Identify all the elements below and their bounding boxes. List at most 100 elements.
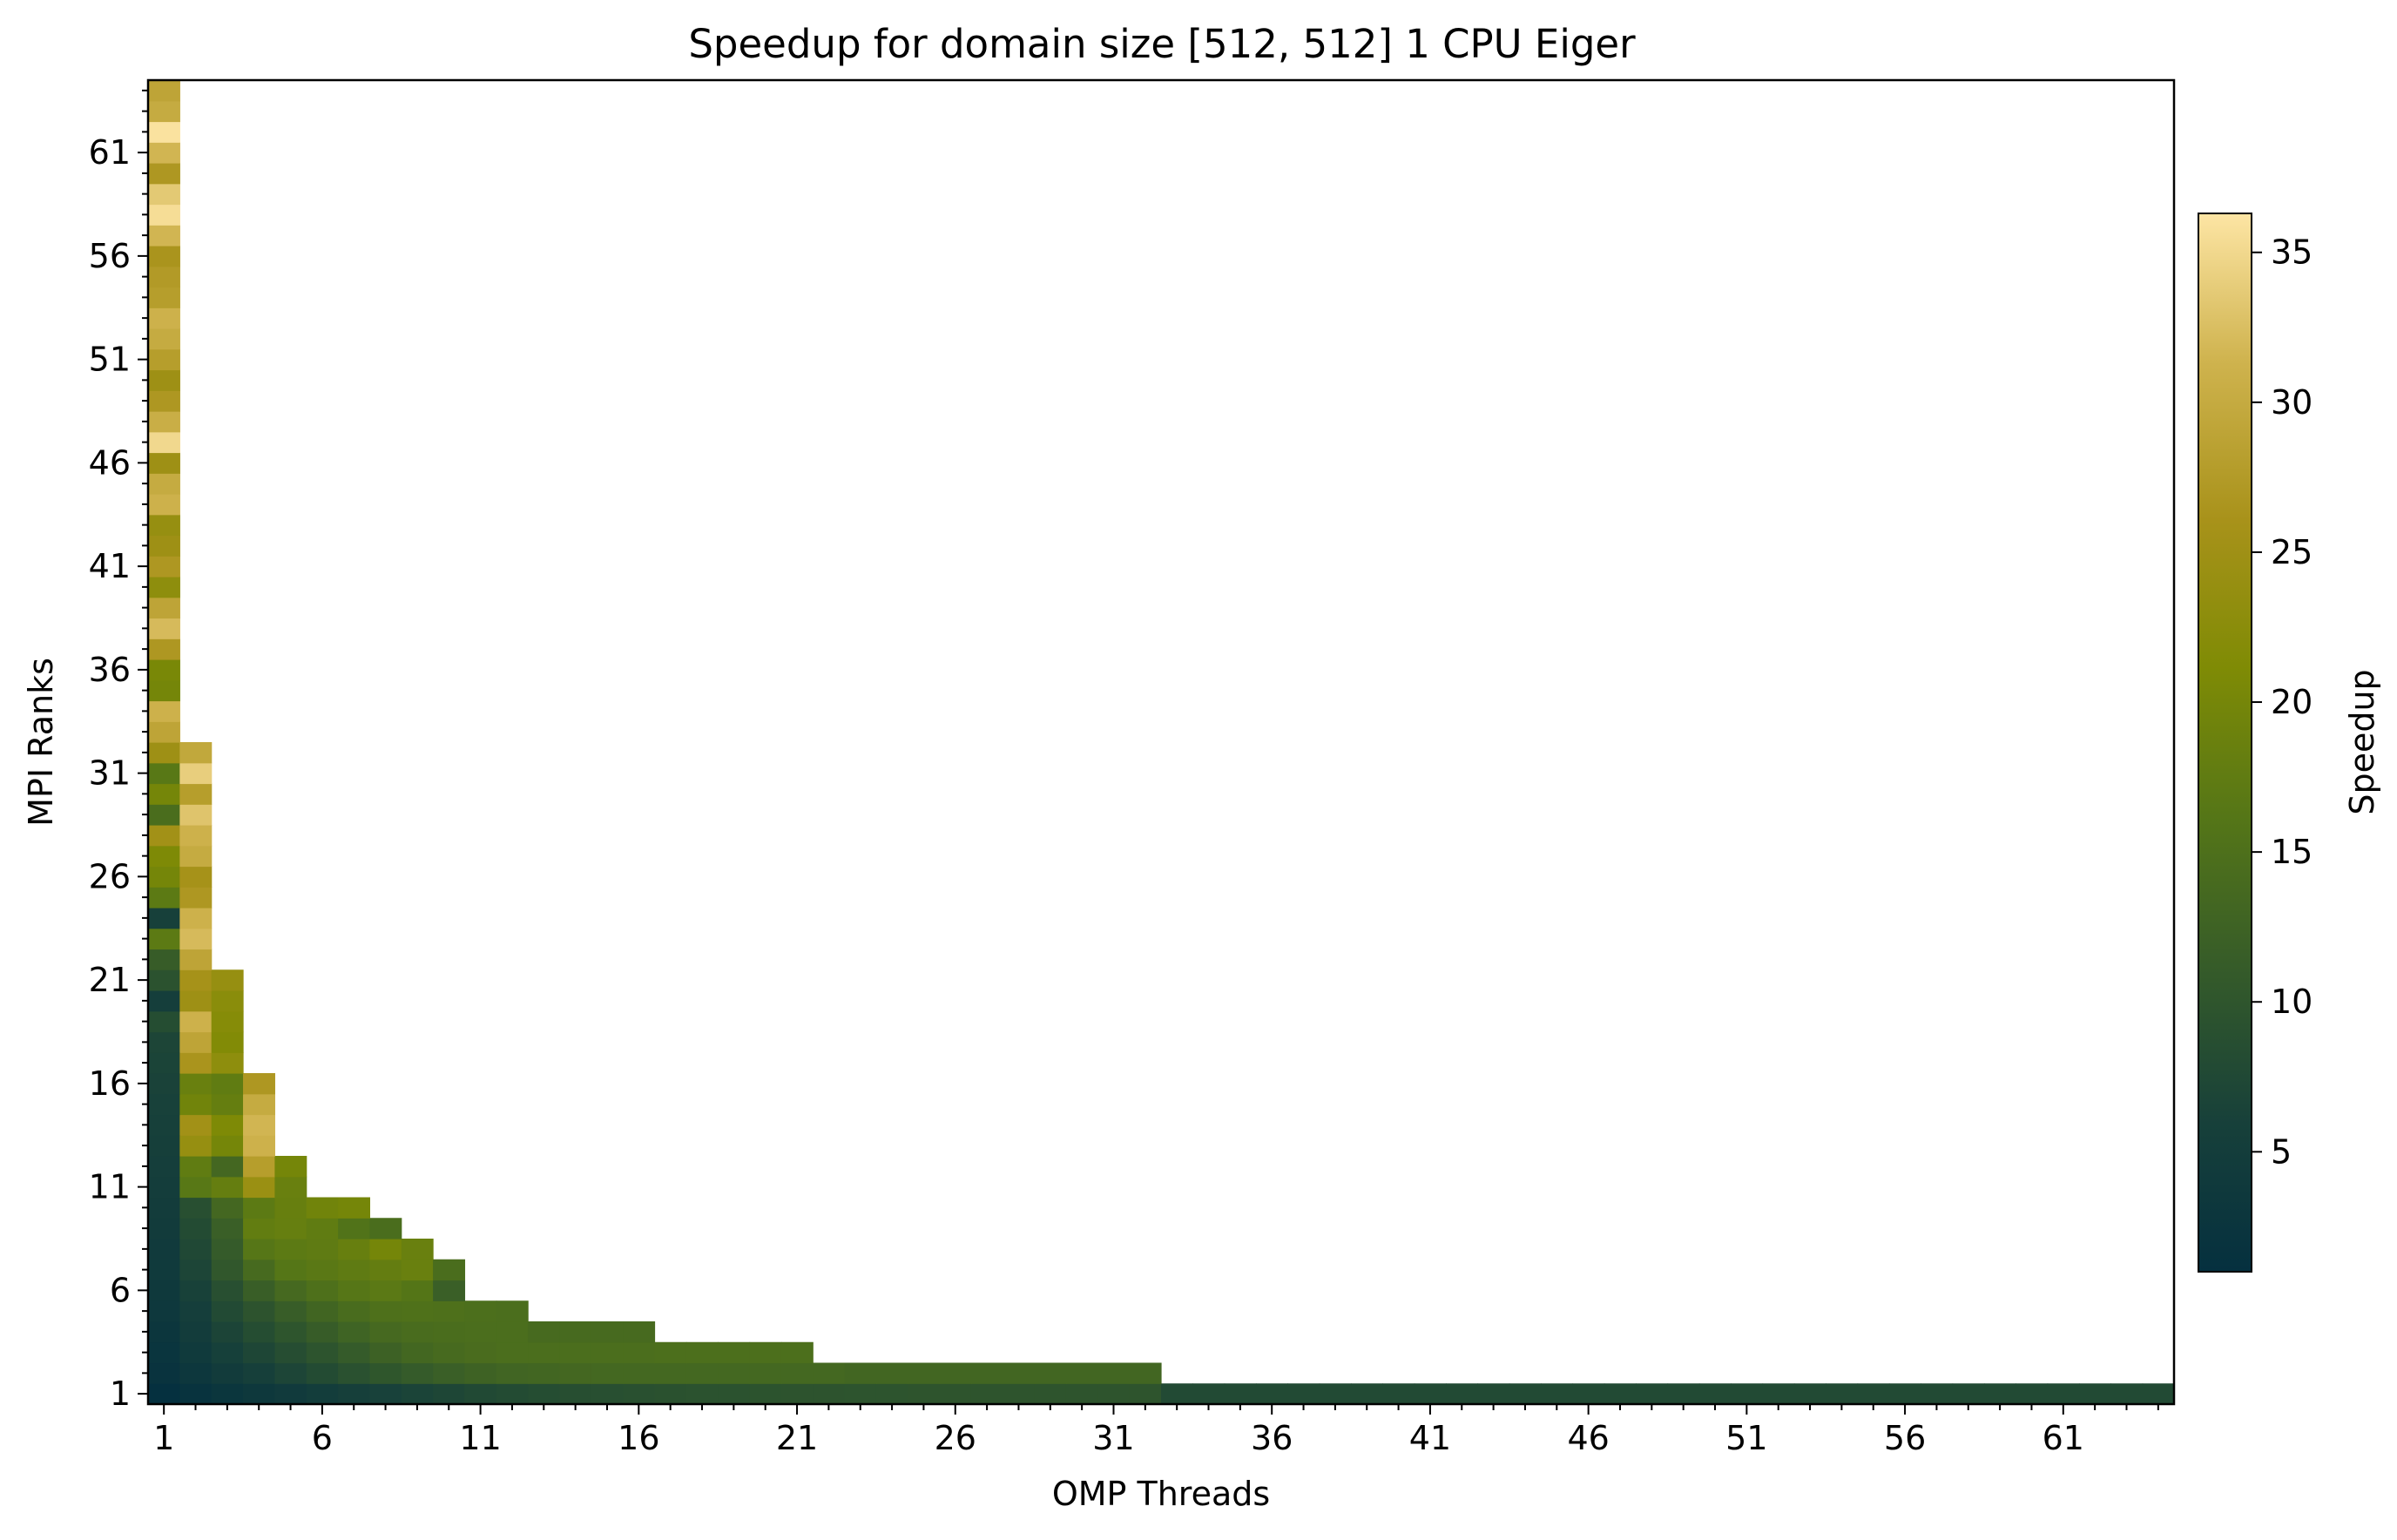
heatmap-cell bbox=[1097, 1383, 1131, 1405]
heatmap-cell bbox=[148, 1093, 180, 1116]
heatmap-cell bbox=[2110, 1383, 2144, 1405]
heatmap-cell bbox=[179, 866, 213, 888]
heatmap-cell bbox=[148, 597, 180, 619]
heatmap-cell bbox=[369, 1383, 402, 1405]
heatmap-cell bbox=[211, 1176, 244, 1199]
heatmap-cell bbox=[1921, 1383, 1954, 1405]
heatmap-cell bbox=[464, 1383, 497, 1405]
heatmap-cell bbox=[211, 1259, 244, 1281]
heatmap-cell bbox=[1636, 1383, 1669, 1405]
heatmap-cell bbox=[1034, 1362, 1067, 1384]
heatmap-cell bbox=[179, 1156, 213, 1178]
heatmap-cell bbox=[401, 1362, 434, 1384]
y-tick-label: 11 bbox=[89, 1168, 131, 1206]
heatmap-cell bbox=[401, 1321, 434, 1343]
heatmap-cell bbox=[274, 1383, 307, 1405]
heatmap-cell bbox=[148, 369, 180, 391]
heatmap-cell bbox=[591, 1383, 624, 1405]
y-tick-label: 1 bbox=[110, 1375, 131, 1413]
heatmap-cell bbox=[179, 1383, 213, 1405]
x-tick-label: 46 bbox=[1567, 1419, 1609, 1457]
heatmap-cell bbox=[148, 949, 180, 970]
heatmap-cell bbox=[306, 1383, 339, 1405]
heatmap-cell bbox=[179, 1093, 213, 1116]
heatmap-cell bbox=[148, 1259, 180, 1281]
y-tick-label: 36 bbox=[89, 651, 131, 689]
heatmap-cell bbox=[401, 1341, 434, 1364]
heatmap-cell bbox=[496, 1362, 529, 1384]
heatmap-cell bbox=[844, 1383, 877, 1405]
heatmap-cell bbox=[179, 1052, 213, 1074]
x-axis-label: OMP Threads bbox=[1052, 1475, 1270, 1513]
heatmap-cell bbox=[369, 1280, 402, 1301]
heatmap-cell bbox=[274, 1280, 307, 1301]
heatmap-cell bbox=[1446, 1383, 1479, 1405]
heatmap-cell bbox=[1826, 1383, 1859, 1405]
heatmap-cell bbox=[306, 1280, 339, 1301]
heatmap-cell bbox=[306, 1341, 339, 1364]
x-tick-label: 6 bbox=[312, 1419, 333, 1457]
heatmap-cell bbox=[148, 452, 180, 474]
heatmap-cell bbox=[528, 1321, 561, 1343]
colorbar-tick-label: 20 bbox=[2271, 683, 2313, 721]
heatmap-cell bbox=[433, 1300, 466, 1322]
heatmap-cell bbox=[179, 1362, 213, 1384]
heatmap-cell bbox=[338, 1341, 370, 1364]
heatmap-cell bbox=[148, 514, 180, 537]
heatmap-cell bbox=[306, 1259, 339, 1281]
heatmap-cell bbox=[243, 1341, 275, 1364]
y-tick-label: 41 bbox=[89, 547, 131, 585]
heatmap-cell bbox=[211, 1010, 244, 1033]
heatmap-cell bbox=[148, 762, 180, 785]
heatmap-cell bbox=[496, 1341, 529, 1364]
heatmap-cell bbox=[211, 1031, 244, 1053]
heatmap-cell bbox=[148, 328, 180, 350]
heatmap-cell bbox=[1888, 1383, 1921, 1405]
heatmap-cell bbox=[970, 1383, 1003, 1405]
heatmap-cell bbox=[148, 163, 180, 185]
heatmap-cell bbox=[179, 1010, 213, 1033]
heatmap-cell bbox=[148, 742, 180, 764]
heatmap-cell bbox=[148, 990, 180, 1012]
heatmap-cell bbox=[875, 1362, 908, 1384]
heatmap-cell bbox=[1351, 1383, 1383, 1405]
heatmap-cell bbox=[274, 1300, 307, 1322]
heatmap-cell bbox=[148, 721, 180, 743]
heatmap-cell bbox=[654, 1383, 687, 1405]
heatmap-cell bbox=[559, 1383, 592, 1405]
heatmap-cell bbox=[148, 618, 180, 639]
heatmap-cell bbox=[718, 1341, 751, 1364]
heatmap-cell bbox=[211, 969, 244, 991]
heatmap-cell bbox=[718, 1383, 751, 1405]
heatmap-cell bbox=[464, 1362, 497, 1384]
heatmap-cell bbox=[623, 1383, 656, 1405]
heatmap-cell bbox=[1762, 1383, 1795, 1405]
heatmap-cell bbox=[148, 204, 180, 226]
heatmap-cell bbox=[148, 1341, 180, 1364]
heatmap-cell bbox=[1667, 1383, 1700, 1405]
heatmap-cell bbox=[369, 1218, 402, 1239]
heatmap-cell bbox=[780, 1341, 814, 1364]
heatmap-cell bbox=[939, 1362, 972, 1384]
heatmap-cell bbox=[1161, 1383, 1193, 1405]
heatmap-cell bbox=[654, 1362, 687, 1384]
heatmap-cell bbox=[243, 1362, 275, 1384]
heatmap-cell bbox=[148, 121, 180, 143]
heatmap-cell bbox=[2016, 1383, 2049, 1405]
heatmap-cell bbox=[243, 1280, 275, 1301]
heatmap-cell bbox=[274, 1239, 307, 1260]
heatmap-cell bbox=[148, 348, 180, 371]
heatmap-cell bbox=[211, 1239, 244, 1260]
heatmap-cell bbox=[338, 1197, 370, 1219]
heatmap-cell bbox=[2142, 1383, 2175, 1405]
heatmap-cell bbox=[338, 1300, 370, 1322]
colorbar-tick-label: 10 bbox=[2271, 983, 2313, 1021]
heatmap-cell bbox=[179, 1135, 213, 1157]
heatmap-cell bbox=[211, 1321, 244, 1343]
heatmap-cell bbox=[243, 1135, 275, 1157]
heatmap-cell bbox=[528, 1341, 561, 1364]
heatmap-cell bbox=[179, 1280, 213, 1301]
heatmap-cell bbox=[464, 1321, 497, 1343]
heatmap-cell bbox=[559, 1321, 592, 1343]
heatmap-cell bbox=[148, 887, 180, 908]
